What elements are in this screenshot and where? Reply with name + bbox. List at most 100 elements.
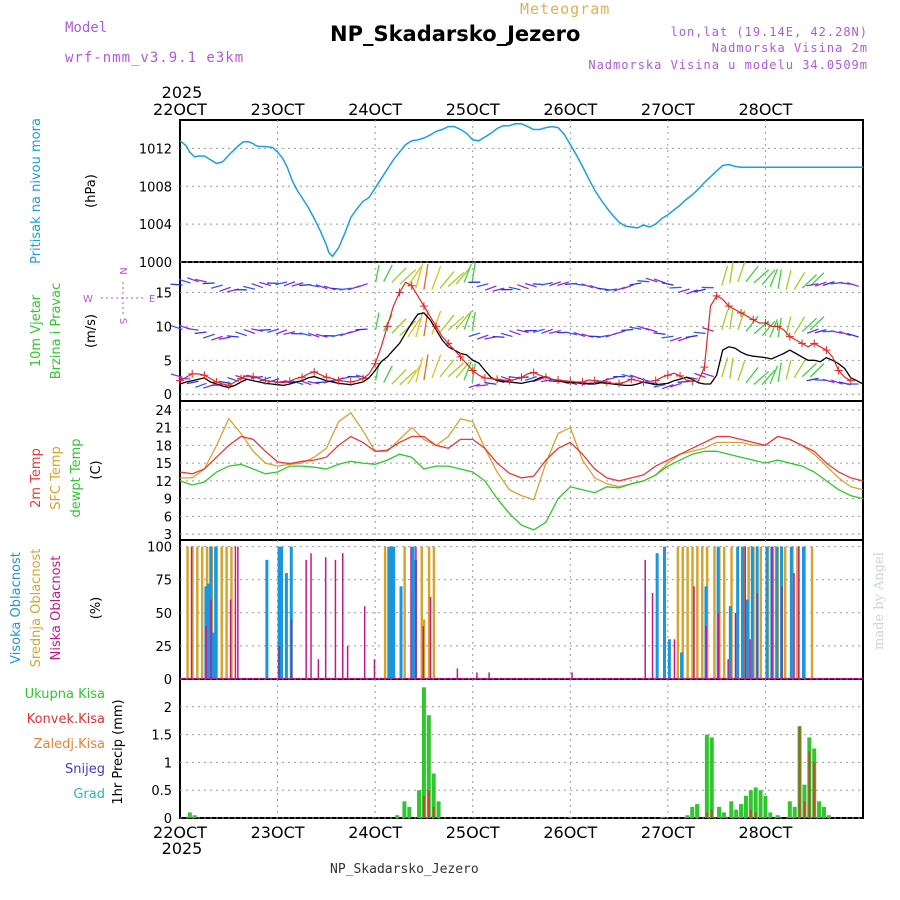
time-tick-bottom: 28OCT [738,823,792,842]
wind-arrow [383,264,393,282]
model-name: wrf-nmm_v3.9.1 e3km [65,50,245,66]
wind-arrow [605,288,618,292]
model-altitude-info: Nadmorska Visina u modelu 34.0509m [588,58,868,72]
wind-arrow [468,332,481,338]
wind-arrow [653,332,666,335]
cloud-mid-bar [186,546,189,679]
wind-gust-marker [602,378,611,387]
time-tick-bottom: 26OCT [543,823,597,842]
cloud-low-bar [798,546,800,679]
cloud-low-bar [422,626,424,679]
wind-arrow [532,328,545,333]
cloud-low-bar [781,586,783,679]
cloud-title-3: Niska Oblacnost [49,556,64,661]
wind-arrow [492,335,505,338]
wind-arrow [677,380,690,383]
precip-conv-bar [749,809,752,818]
time-tick-top: 23OCT [251,100,305,119]
year-label-bottom: 2025 [162,839,203,858]
wind-arrow [259,281,272,287]
cloud-low-bar [290,619,293,679]
wind-unit: (m/s) [84,314,99,348]
wind-arrow [533,376,545,383]
wind-gust-marker [651,376,660,385]
precip-total-bar [768,812,773,818]
cloud-low-bar [324,557,327,679]
y-tick-label: 15 [155,287,172,302]
cloud-high-bar [265,559,269,679]
cloud-high-bar [655,553,659,679]
wind-gust-marker [724,302,733,311]
temp2m-line [179,435,864,482]
wind-gust-marker [236,374,245,383]
cloud-low-bar [476,672,478,679]
wind-gust-marker [346,378,355,387]
cloud-mid-bar [676,546,680,679]
wind-arrow [814,328,827,334]
wind-gust-marker [224,381,233,390]
wind-arrow [745,265,759,283]
wind-arrow [374,312,380,330]
wind-arrow [653,383,666,388]
wind-arrow [186,380,199,385]
precip-total-bar [660,816,665,818]
cloud-low-bar [237,546,239,679]
cloud-low-bar [734,612,737,679]
wind-arrow [500,332,513,338]
wind-arrow [516,329,529,334]
wind-arrow [814,281,827,287]
wind-arrow [524,282,537,288]
cloud-mid-bar [810,546,814,679]
y-tick-label: 1 [164,756,172,771]
wind-arrow [597,334,610,339]
wind-arrow [439,314,455,333]
wind-gust-marker [297,373,306,382]
wind-arrow [839,330,851,337]
precip-conv-bar [705,812,708,818]
wind-arrow [629,282,642,286]
precip-total-bar [568,816,573,818]
cloud-low-bar [771,546,773,679]
cloud-mid-bar [432,546,436,679]
wind-arrow [685,334,698,339]
wind-arrow [391,267,407,283]
pressure-title: Pritisak na nivou mora [29,118,44,264]
wind-arrow [315,284,328,290]
wind-arrow [549,281,561,287]
wind-arrow [211,335,223,341]
precip-total-bar [787,801,792,818]
time-tick-bottom: 25OCT [446,823,500,842]
wind-gust-marker [358,374,367,383]
precip-total-bar [421,687,426,818]
cloud-mid-bar [230,546,233,679]
wind-gust-marker [676,371,685,380]
wind-arrow [355,374,368,379]
y-tick-label: 1000 [139,256,172,271]
precip-total-bar [717,806,722,818]
year-label-top: 2025 [162,83,203,102]
precip-total-bar [817,801,822,818]
cloud-low-bar [429,596,432,679]
sfc-temp-line [180,411,864,501]
precip-total-bar [704,734,709,818]
wind-arrow [423,263,429,290]
wind-arrow [423,310,429,337]
wind-arrow [476,384,489,387]
wind-gust-marker [432,322,441,331]
wind-arrow [407,317,422,338]
wind-gust-marker [273,378,282,387]
wind-arrow [307,380,320,385]
wind-arrow [347,329,360,334]
pressure-unit: (hPa) [84,174,99,208]
footer-station: NP_Skadarsko_Jezero [330,862,479,877]
y-tick-label: 0 [164,812,172,827]
cloud-low-bar [205,626,207,679]
time-tick-top: 27OCT [641,100,695,119]
wind-gust-marker [249,372,258,381]
time-tick-bottom: 27OCT [641,823,695,842]
cloud-high-bar [399,586,403,679]
wind-arrow [415,312,424,338]
wind-arrow [548,329,561,335]
wind-arrow [661,335,674,339]
cloud-low-bar [793,573,795,679]
